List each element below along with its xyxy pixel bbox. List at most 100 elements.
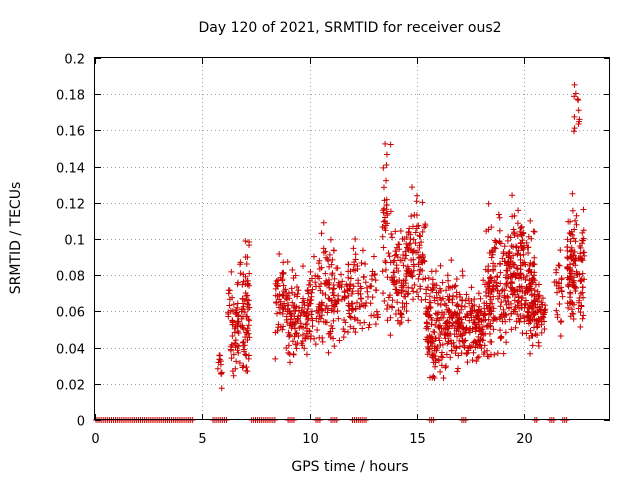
- data-point: [340, 334, 347, 341]
- data-point: [570, 316, 577, 323]
- data-point: [576, 255, 583, 262]
- data-point: [517, 315, 524, 322]
- data-point: [426, 349, 433, 356]
- data-point: [448, 347, 455, 354]
- data-point: [362, 279, 369, 286]
- data-point: [352, 256, 359, 263]
- data-point: [570, 128, 577, 135]
- data-point: [318, 300, 325, 307]
- data-point: [238, 308, 245, 315]
- data-point: [485, 200, 492, 207]
- data-point: [372, 286, 379, 293]
- data-point: [575, 97, 582, 104]
- data-point: [240, 338, 247, 345]
- data-point: [490, 260, 497, 267]
- data-point: [301, 302, 308, 309]
- data-point: [314, 326, 321, 333]
- data-point: [433, 345, 440, 352]
- data-point: [300, 299, 307, 306]
- data-point: [330, 335, 337, 342]
- data-point: [516, 283, 523, 290]
- data-point: [458, 316, 465, 323]
- data-point: [379, 233, 386, 240]
- data-point: [292, 341, 299, 348]
- data-point: [522, 276, 529, 283]
- data-point: [534, 288, 541, 295]
- data-point: [484, 347, 491, 354]
- data-point: [246, 304, 253, 311]
- data-point: [423, 319, 430, 326]
- data-point: [569, 207, 576, 214]
- data-point: [246, 270, 253, 277]
- data-point: [244, 277, 251, 284]
- data-point: [530, 275, 537, 282]
- y-tick-label: 0.02: [56, 379, 85, 394]
- data-point: [494, 350, 501, 357]
- chart-title: Day 120 of 2021, SRMTID for receiver ous…: [198, 20, 501, 36]
- data-point: [323, 254, 330, 261]
- data-point: [484, 322, 491, 329]
- data-point: [432, 322, 439, 329]
- data-point: [497, 261, 504, 268]
- data-point: [306, 328, 313, 335]
- data-point: [234, 347, 241, 354]
- data-point: [380, 184, 387, 191]
- data-point: [295, 287, 302, 294]
- data-point: [530, 228, 537, 235]
- data-point: [471, 296, 478, 303]
- data-point: [524, 244, 531, 251]
- data-point: [523, 297, 530, 304]
- y-tick-label: 0.06: [56, 306, 85, 321]
- data-point: [486, 287, 493, 294]
- data-point: [564, 236, 571, 243]
- data-point: [510, 243, 517, 250]
- data-point: [570, 311, 577, 318]
- data-point: [275, 304, 282, 311]
- data-point: [274, 280, 281, 287]
- data-point: [316, 305, 323, 312]
- data-point: [470, 319, 477, 326]
- data-point: [303, 351, 310, 358]
- data-point: [517, 240, 524, 247]
- data-point: [455, 365, 462, 372]
- data-point: [512, 274, 519, 281]
- data-point: [372, 321, 379, 328]
- data-point: [414, 192, 421, 199]
- data-point: [345, 261, 352, 268]
- data-point: [240, 300, 247, 307]
- x-tick-label: 20: [516, 432, 533, 447]
- data-point: [509, 273, 516, 280]
- data-point: [316, 257, 323, 264]
- data-point: [322, 270, 329, 277]
- data-point: [308, 289, 315, 296]
- data-point: [292, 272, 299, 279]
- y-tick-label: 0.14: [56, 162, 85, 177]
- data-point: [239, 364, 246, 371]
- data-point: [418, 297, 425, 304]
- data-point: [405, 284, 412, 291]
- data-point: [275, 277, 282, 284]
- data-point: [233, 358, 240, 365]
- data-point: [438, 362, 445, 369]
- data-point: [228, 341, 235, 348]
- data-point: [237, 259, 244, 266]
- data-point: [395, 307, 402, 314]
- data-point: [509, 259, 516, 266]
- data-point: [243, 293, 250, 300]
- data-point: [279, 305, 286, 312]
- data-point: [300, 331, 307, 338]
- data-point: [443, 287, 450, 294]
- data-point: [411, 247, 418, 254]
- data-point: [437, 262, 444, 269]
- data-point: [246, 334, 253, 341]
- data-point: [538, 329, 545, 336]
- data-point: [346, 313, 353, 320]
- data-point: [218, 385, 225, 392]
- data-point: [474, 312, 481, 319]
- data-point: [490, 314, 497, 321]
- data-point: [492, 239, 499, 246]
- data-point: [472, 339, 479, 346]
- data-point: [516, 284, 523, 291]
- data-point: [218, 370, 225, 377]
- data-point: [244, 296, 251, 303]
